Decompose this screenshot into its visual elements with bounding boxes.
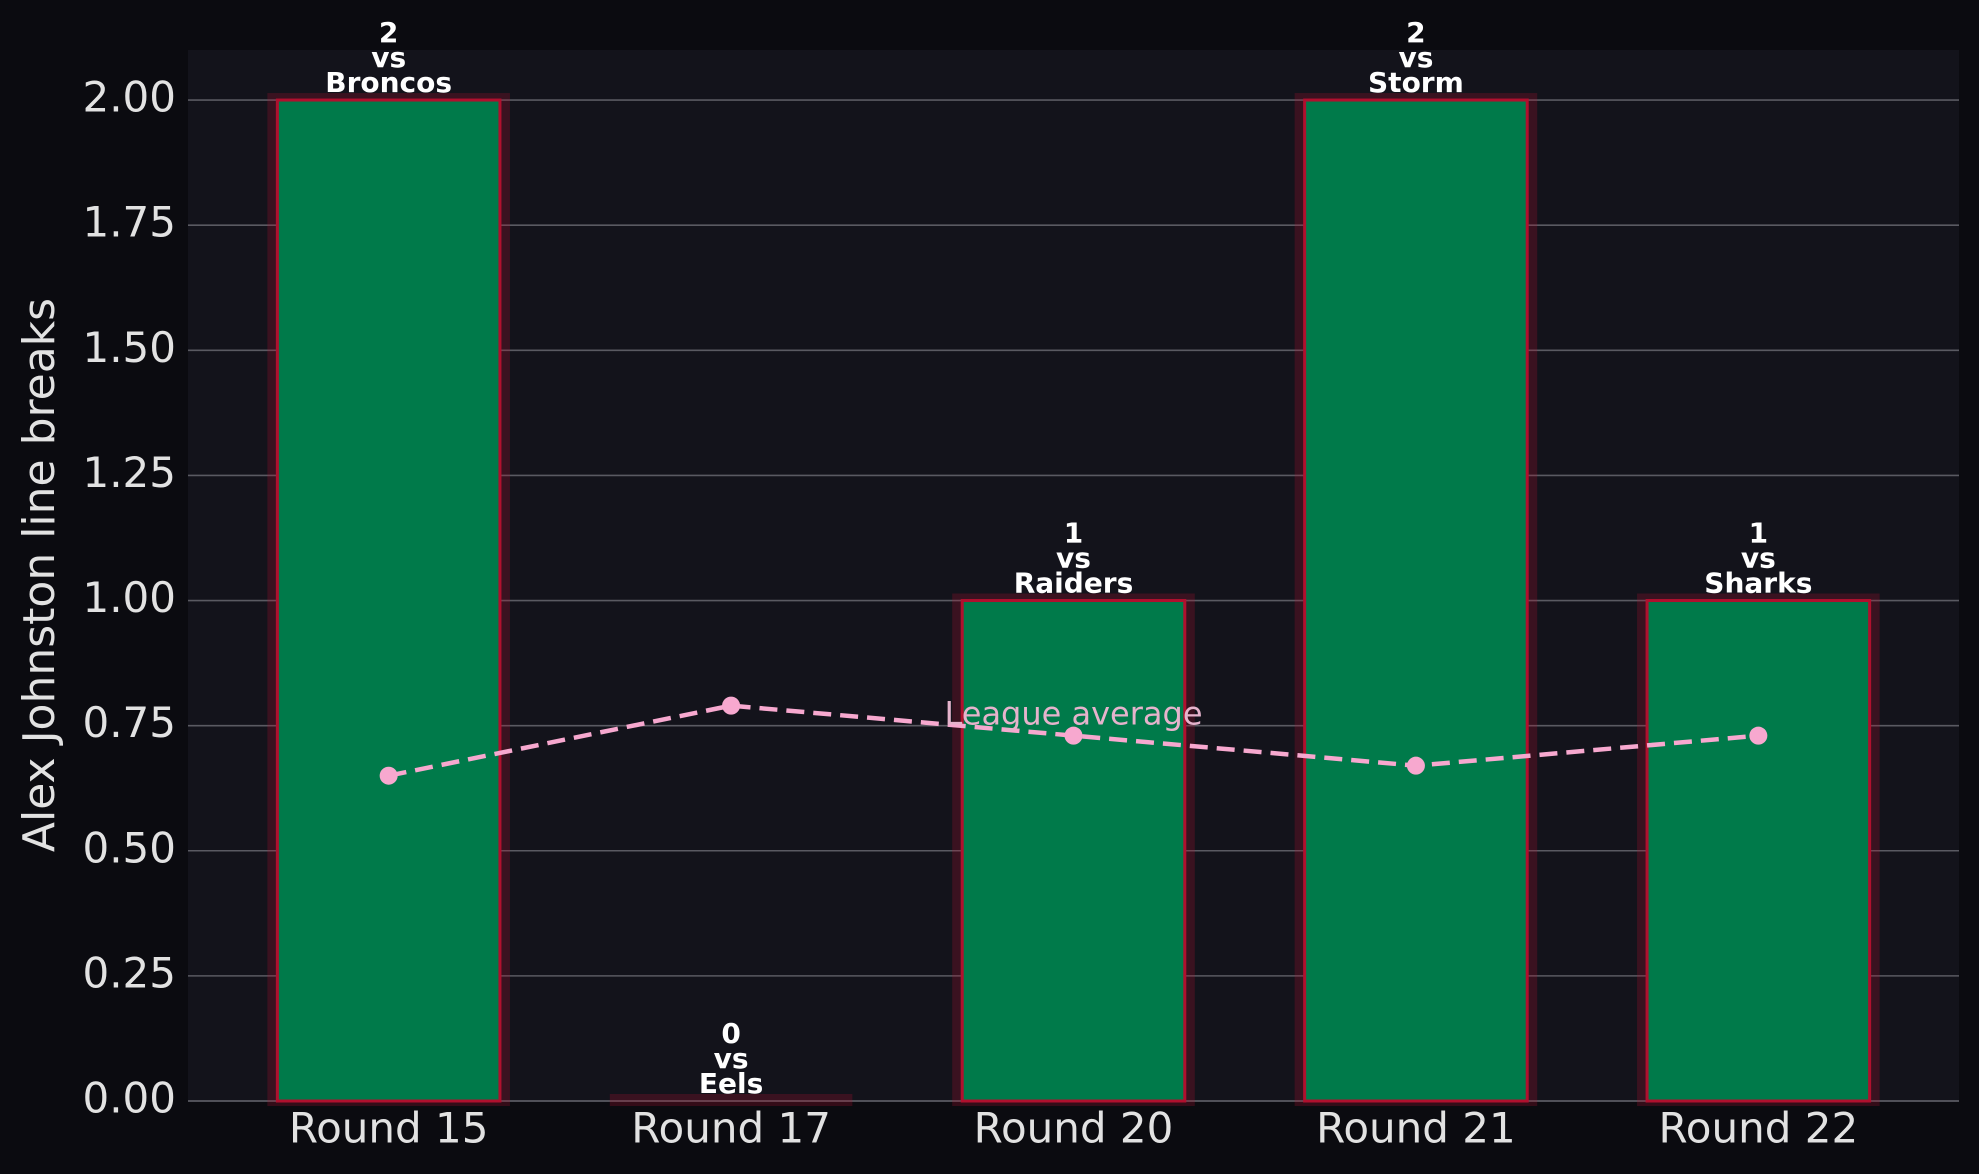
- data-label-opponent: Storm: [1368, 66, 1464, 99]
- data-label-opponent: Raiders: [1014, 567, 1134, 600]
- data-label-prefix: vs: [1056, 542, 1091, 575]
- data-label-prefix: vs: [1398, 41, 1433, 74]
- overlay-point: [722, 696, 741, 715]
- overlay-label: League average: [944, 695, 1202, 733]
- y-tick-label: 2.00: [82, 73, 176, 122]
- x-tick-label: Round 22: [1658, 1104, 1858, 1153]
- y-tick-label: 1.00: [82, 573, 176, 622]
- x-tick-label: Round 15: [289, 1104, 489, 1153]
- data-label: 1: [1749, 517, 1768, 550]
- bar: [275, 98, 502, 1103]
- data-label-opponent: Sharks: [1704, 567, 1812, 600]
- bar: [1303, 98, 1529, 1103]
- data-label-opponent: Eels: [699, 1067, 763, 1100]
- y-tick-label: 0.75: [82, 698, 176, 747]
- y-tick-label: 1.75: [82, 198, 176, 247]
- data-label: 2: [1406, 16, 1425, 49]
- y-tick-label: 0.00: [82, 1074, 176, 1123]
- overlay-point: [1064, 726, 1083, 745]
- y-tick-label: 0.25: [82, 948, 176, 997]
- data-label-opponent: Broncos: [325, 66, 452, 99]
- y-tick-label: 1.25: [82, 448, 176, 497]
- data-label: 0: [721, 1017, 740, 1050]
- bar: [960, 599, 1187, 1103]
- y-axis-label: Alex Johnston line breaks: [14, 298, 65, 852]
- y-tick-label: 0.50: [82, 823, 176, 872]
- overlay-point: [379, 766, 398, 785]
- x-tick-label: Round 17: [631, 1104, 831, 1153]
- x-tick-label: Round 20: [974, 1104, 1174, 1153]
- data-label-prefix: vs: [371, 41, 406, 74]
- bar: [1645, 599, 1872, 1103]
- overlay-point: [1406, 756, 1425, 775]
- overlay-point: [1749, 726, 1768, 745]
- overlay-line: [388, 703, 1759, 778]
- x-tick-label: Round 21: [1316, 1104, 1516, 1153]
- data-label: 1: [1064, 517, 1083, 550]
- data-label-prefix: vs: [1741, 542, 1776, 575]
- y-tick-label: 1.50: [82, 323, 176, 372]
- data-label-prefix: vs: [714, 1042, 749, 1075]
- bar-glow: [609, 1094, 853, 1106]
- data-label: 2: [379, 16, 398, 49]
